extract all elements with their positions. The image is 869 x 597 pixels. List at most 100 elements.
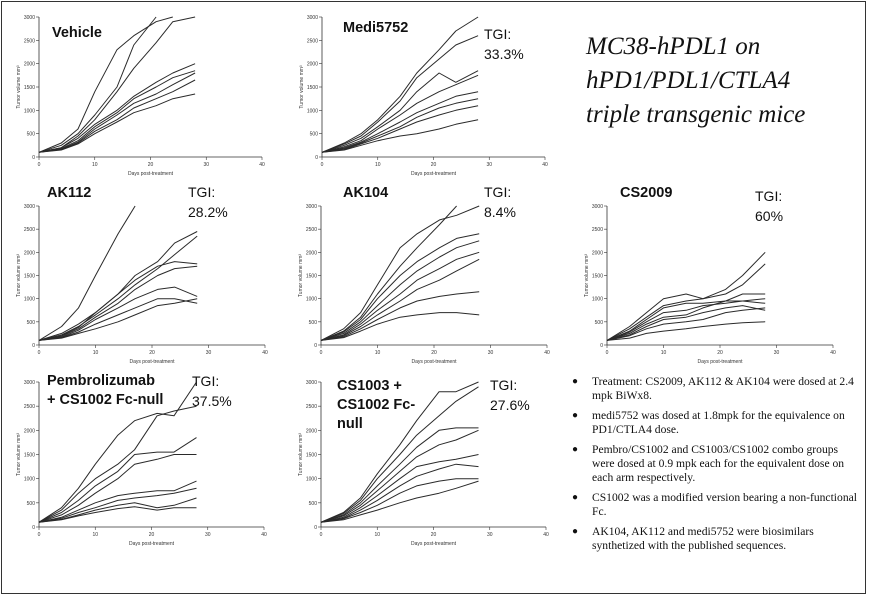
y-tick-label: 1500 bbox=[24, 453, 35, 459]
y-tick-label: 0 bbox=[314, 525, 317, 531]
y-tick-label: 500 bbox=[310, 132, 319, 138]
y-tick-label: 3000 bbox=[307, 15, 318, 21]
treatment-notes: Treatment: CS2009, AK112 & AK104 were do… bbox=[570, 375, 860, 559]
slide-title-line: triple transgenic mice bbox=[586, 101, 806, 128]
slide-title: MC38-hPDL1 on hPD1/PDL1/CTLA4 triple tra… bbox=[586, 30, 856, 132]
x-tick-label: 0 bbox=[606, 350, 609, 356]
y-tick-label: 3000 bbox=[306, 204, 317, 210]
tumor-growth-line bbox=[320, 478, 479, 523]
x-tick-label: 40 bbox=[259, 162, 265, 168]
tumor-growth-line bbox=[38, 454, 197, 523]
tumor-growth-line bbox=[38, 437, 197, 523]
tumor-growth-line bbox=[38, 16, 173, 153]
y-tick-label: 2000 bbox=[306, 250, 317, 256]
note-item: AK104, AK112 and medi5752 were biosimila… bbox=[570, 525, 860, 553]
x-tick-label: 10 bbox=[375, 350, 381, 356]
y-axis-label: Tumor volume mm³ bbox=[298, 433, 304, 476]
group-label: + CS1002 Fc-null bbox=[47, 392, 163, 408]
group-label: CS1002 Fc- bbox=[337, 397, 415, 413]
group-label: AK112 bbox=[47, 185, 91, 201]
tumor-growth-line bbox=[38, 265, 198, 341]
x-tick-label: 20 bbox=[431, 162, 437, 168]
tumor-growth-line bbox=[606, 300, 766, 341]
y-tick-label: 1500 bbox=[592, 274, 603, 280]
group-label: null bbox=[337, 416, 363, 432]
tumor-growth-line bbox=[38, 506, 197, 523]
x-tick-label: 10 bbox=[375, 162, 381, 168]
tumor-growth-line bbox=[321, 70, 479, 153]
tumor-growth-line bbox=[320, 381, 479, 523]
slide-title-line: hPD1/PDL1/CTLA4 bbox=[586, 67, 791, 94]
tgi-label: 60% bbox=[755, 208, 783, 224]
tumor-growth-line bbox=[38, 93, 196, 153]
x-tick-label: 0 bbox=[38, 162, 41, 168]
chart-panel: 0 500 1000 1500 2000 2500 3000 0 10 20 30 40 Days po… bbox=[299, 15, 548, 177]
y-tick-label: 2500 bbox=[24, 38, 35, 44]
tumor-growth-line bbox=[321, 98, 479, 153]
x-tick-label: 20 bbox=[149, 350, 155, 356]
y-tick-label: 1500 bbox=[306, 274, 317, 280]
tgi-label: 27.6% bbox=[490, 397, 530, 413]
series-group bbox=[320, 381, 479, 523]
y-tick-label: 0 bbox=[600, 343, 603, 349]
tumor-growth-line bbox=[38, 235, 198, 341]
series-group bbox=[320, 205, 480, 341]
x-tick-label: 0 bbox=[320, 532, 323, 538]
group-label: CS1003 + bbox=[337, 378, 402, 394]
y-tick-label: 3000 bbox=[24, 204, 35, 210]
tumor-growth-line bbox=[320, 429, 479, 523]
y-axis-label: Tumor volume mm³ bbox=[16, 65, 22, 108]
chart-panel: 0 500 1000 1500 2000 2500 3000 0 10 20 30 40 Days po… bbox=[584, 185, 836, 365]
tumor-growth-line bbox=[320, 312, 480, 341]
tumor-growth-line bbox=[38, 16, 157, 153]
x-tick-label: 30 bbox=[486, 162, 492, 168]
tumor-growth-line bbox=[320, 205, 480, 341]
tumor-growth-line bbox=[38, 381, 197, 523]
x-tick-label: 30 bbox=[205, 532, 211, 538]
tumor-growth-line bbox=[320, 251, 480, 341]
note-item: CS1002 was a modified version bearing a … bbox=[570, 491, 860, 519]
y-tick-label: 3000 bbox=[24, 380, 35, 386]
x-tick-label: 20 bbox=[431, 350, 437, 356]
x-tick-label: 10 bbox=[92, 162, 98, 168]
tumor-growth-line bbox=[38, 16, 196, 153]
tumor-growth-line bbox=[321, 35, 479, 153]
y-tick-label: 2000 bbox=[24, 62, 35, 68]
y-tick-label: 500 bbox=[27, 132, 36, 138]
x-axis-label: Days post-treatment bbox=[128, 171, 174, 177]
x-axis-label: Days post-treatment bbox=[411, 359, 457, 365]
tumor-growth-line bbox=[320, 427, 479, 523]
tumor-growth-line bbox=[38, 298, 198, 341]
y-tick-label: 2000 bbox=[307, 62, 318, 68]
tumor-growth-line bbox=[320, 240, 480, 341]
tumor-growth-line bbox=[38, 261, 198, 341]
y-tick-label: 2500 bbox=[24, 404, 35, 410]
chart-panel: 0 500 1000 1500 2000 2500 3000 0 10 20 30 40 Days po… bbox=[16, 184, 268, 365]
y-axis-label: Tumor volume mm³ bbox=[298, 254, 304, 297]
tgi-label: TGI: bbox=[192, 373, 219, 389]
series-group bbox=[38, 16, 196, 153]
tgi-label: TGI: bbox=[484, 184, 511, 200]
tumor-growth-line bbox=[321, 119, 479, 153]
tumor-growth-line bbox=[606, 293, 766, 341]
tumor-growth-line bbox=[606, 305, 766, 341]
group-label: CS2009 bbox=[620, 185, 672, 201]
note-item: medi5752 was dosed at 1.8mpk for the equ… bbox=[570, 409, 860, 437]
x-tick-label: 20 bbox=[149, 532, 155, 538]
y-tick-label: 1500 bbox=[24, 274, 35, 280]
y-axis-label: Tumor volume mm³ bbox=[299, 65, 305, 108]
tumor-growth-line bbox=[38, 79, 196, 153]
y-tick-label: 500 bbox=[595, 320, 604, 326]
x-tick-label: 20 bbox=[431, 532, 437, 538]
y-tick-label: 0 bbox=[32, 155, 35, 161]
x-axis-label: Days post-treatment bbox=[129, 359, 175, 365]
y-tick-label: 1500 bbox=[306, 453, 317, 459]
y-axis-label: Tumor volume mm³ bbox=[16, 254, 22, 297]
x-axis-label: Days post-treatment bbox=[411, 541, 457, 547]
y-tick-label: 2000 bbox=[306, 428, 317, 434]
y-tick-label: 1000 bbox=[24, 477, 35, 483]
tumor-growth-line bbox=[38, 298, 198, 341]
x-axis-label: Days post-treatment bbox=[411, 171, 457, 177]
